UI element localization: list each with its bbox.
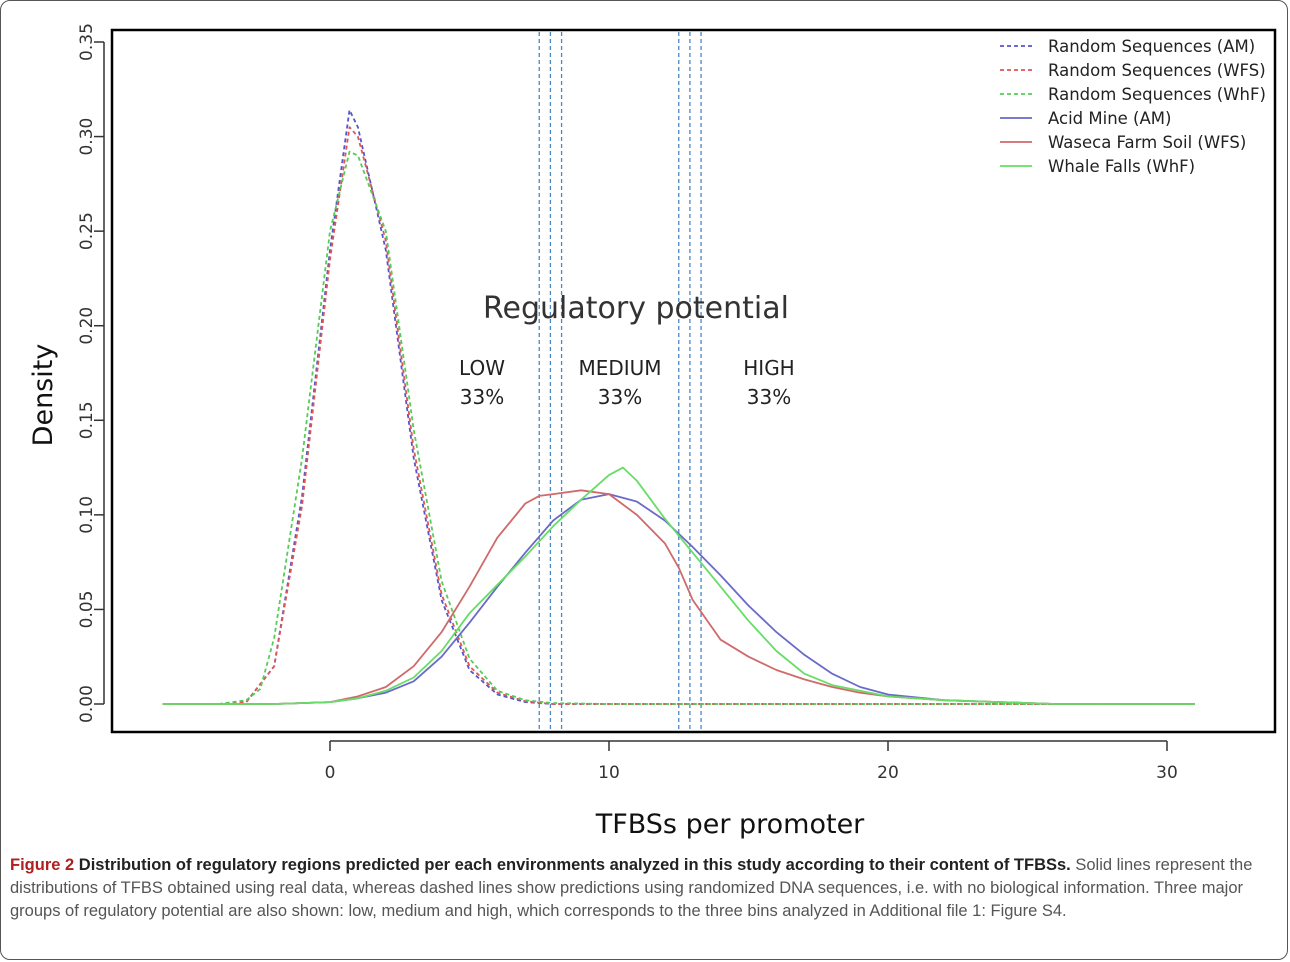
bin-low-label: LOW 33%: [459, 356, 505, 409]
annotation-title: Regulatory potential: [483, 291, 789, 326]
series-line-3: [162, 150, 1195, 705]
caption-body: Solid lines represent the distributions …: [10, 856, 1253, 920]
y-tick-label: 0.10: [77, 496, 97, 534]
bin-high-percent: 33%: [747, 385, 791, 409]
x-tick-label: 30: [1156, 763, 1178, 783]
legend-entry: Random Sequences (WhF): [1048, 85, 1266, 104]
caption-title: Distribution of regulatory regions predi…: [78, 856, 1071, 874]
series-lines: [162, 109, 1195, 705]
legend-entry: Whale Falls (WhF): [1048, 157, 1195, 176]
series-line-4: [162, 493, 1195, 705]
legend: Random Sequences (AM) Random Sequences (W…: [1000, 37, 1266, 176]
bin-medium-label: MEDIUM 33%: [578, 356, 661, 409]
bin-high-name: HIGH: [743, 356, 794, 380]
bin-low-percent: 33%: [460, 385, 504, 409]
bin-boundary-lines: [538, 32, 702, 730]
bin-medium-name: MEDIUM: [578, 356, 661, 380]
x-tick-label: 10: [598, 763, 620, 783]
y-axis: 0.00 0.05 0.10 0.15 0.20 0.25 0.30 0.35: [77, 23, 105, 723]
y-axis-label: Density: [28, 344, 59, 447]
legend-entry: Random Sequences (AM): [1048, 37, 1255, 56]
density-chart: 0.00 0.05 0.10 0.15 0.20 0.25 0.30 0.35 0 10 20 30…: [28, 23, 1277, 840]
figure-caption: Figure 2 Distribution of regulatory regi…: [10, 854, 1270, 923]
x-tick-label: 0: [325, 763, 336, 783]
x-tick-label: 20: [877, 763, 899, 783]
y-tick-label: 0.25: [77, 212, 97, 250]
bin-high-label: HIGH 33%: [743, 356, 794, 409]
y-tick-label: 0.00: [77, 685, 97, 723]
y-tick-label: 0.20: [77, 307, 97, 345]
series-line-6: [162, 466, 1195, 705]
bin-medium-percent: 33%: [598, 385, 642, 409]
x-axis: 0 10 20 30: [325, 740, 1178, 783]
legend-entry: Waseca Farm Soil (WFS): [1048, 133, 1246, 152]
plot-border: [110, 28, 1277, 734]
y-tick-label: 0.35: [77, 23, 97, 61]
legend-entry: Acid Mine (AM): [1048, 109, 1171, 128]
y-tick-label: 0.15: [77, 401, 97, 439]
legend-entry: Random Sequences (WFS): [1048, 61, 1266, 80]
series-line-2: [162, 126, 1195, 705]
series-line-5: [162, 489, 1195, 705]
y-tick-label: 0.05: [77, 590, 97, 628]
x-axis-label: TFBSs per promoter: [595, 809, 865, 840]
caption-figure-label: Figure 2: [10, 856, 75, 874]
bin-low-name: LOW: [459, 356, 505, 380]
y-tick-label: 0.30: [77, 118, 97, 156]
